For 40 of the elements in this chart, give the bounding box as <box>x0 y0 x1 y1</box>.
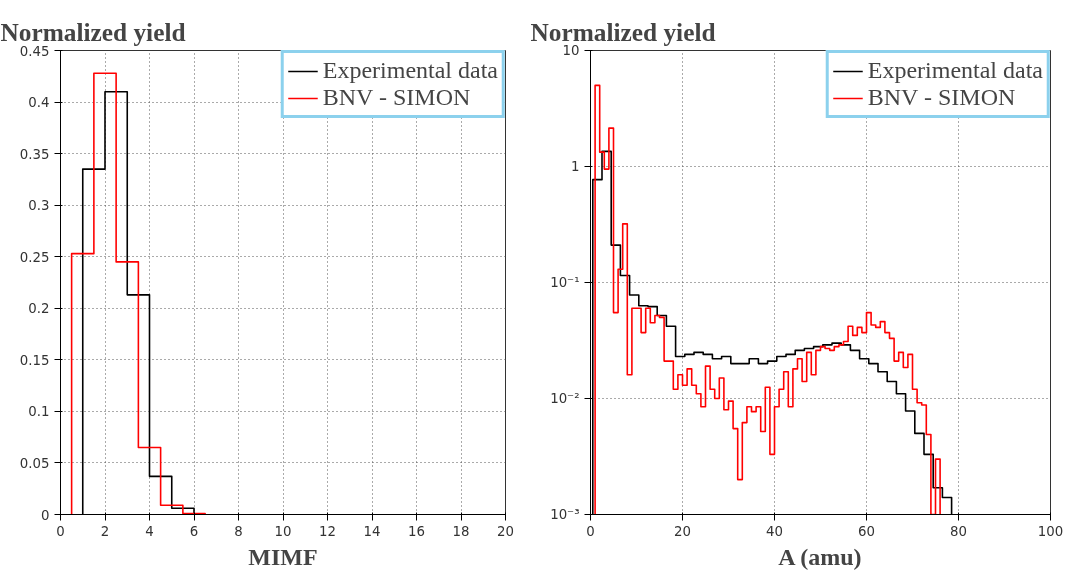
y-tick-label: 0.35 <box>19 146 50 162</box>
chart-title: Normalized yield <box>0 17 186 46</box>
x-tick-label: 20 <box>497 523 514 539</box>
legend-label: Experimental data <box>867 57 1043 84</box>
x-tick-label: 10 <box>274 523 292 539</box>
y-tick-label: 0.3 <box>28 198 50 214</box>
legend-label: BNV - SIMON <box>867 84 1016 111</box>
chart-title: Normalized yield <box>530 17 716 46</box>
legend-label: Experimental data <box>322 57 498 84</box>
x-tick-label: 14 <box>363 523 381 539</box>
y-tick-label: 10⁻¹ <box>550 275 580 290</box>
y-tick-label: 10⁻³ <box>550 507 580 522</box>
x-tick-label: 6 <box>189 523 199 539</box>
x-tick-label: 20 <box>674 523 691 539</box>
legend-label: BNV - SIMON <box>322 84 471 111</box>
x-tick-label: 100 <box>1037 523 1064 539</box>
y-tick-label: 0.4 <box>28 95 50 111</box>
x-tick-label: 8 <box>234 523 243 539</box>
x-tick-label: 18 <box>452 523 470 539</box>
x-tick-label: 12 <box>319 523 336 539</box>
x-tick-label: 60 <box>858 523 875 539</box>
x-tick-label: 4 <box>145 523 154 539</box>
y-tick-label: 1 <box>571 159 580 174</box>
y-tick-label: 0 <box>41 507 50 523</box>
y-tick-label: 0.15 <box>19 352 50 368</box>
y-tick-label: 10 <box>562 43 580 58</box>
y-tick-label: 10⁻² <box>550 391 580 406</box>
x-tick-label: 2 <box>100 523 110 539</box>
x-axis-title: A (amu) <box>778 543 862 570</box>
x-axis-title: MIMF <box>248 543 318 570</box>
x-tick-label: 40 <box>766 523 783 539</box>
y-tick-label: 0.25 <box>19 249 50 265</box>
x-tick-label: 0 <box>586 523 595 539</box>
x-tick-label: 0 <box>56 523 65 539</box>
x-tick-label: 16 <box>408 523 425 539</box>
y-tick-label: 0.05 <box>19 455 50 471</box>
y-tick-label: 0.45 <box>19 43 50 59</box>
x-tick-label: 80 <box>950 523 967 539</box>
y-tick-label: 0.2 <box>28 301 50 317</box>
y-tick-label: 0.1 <box>28 404 50 420</box>
